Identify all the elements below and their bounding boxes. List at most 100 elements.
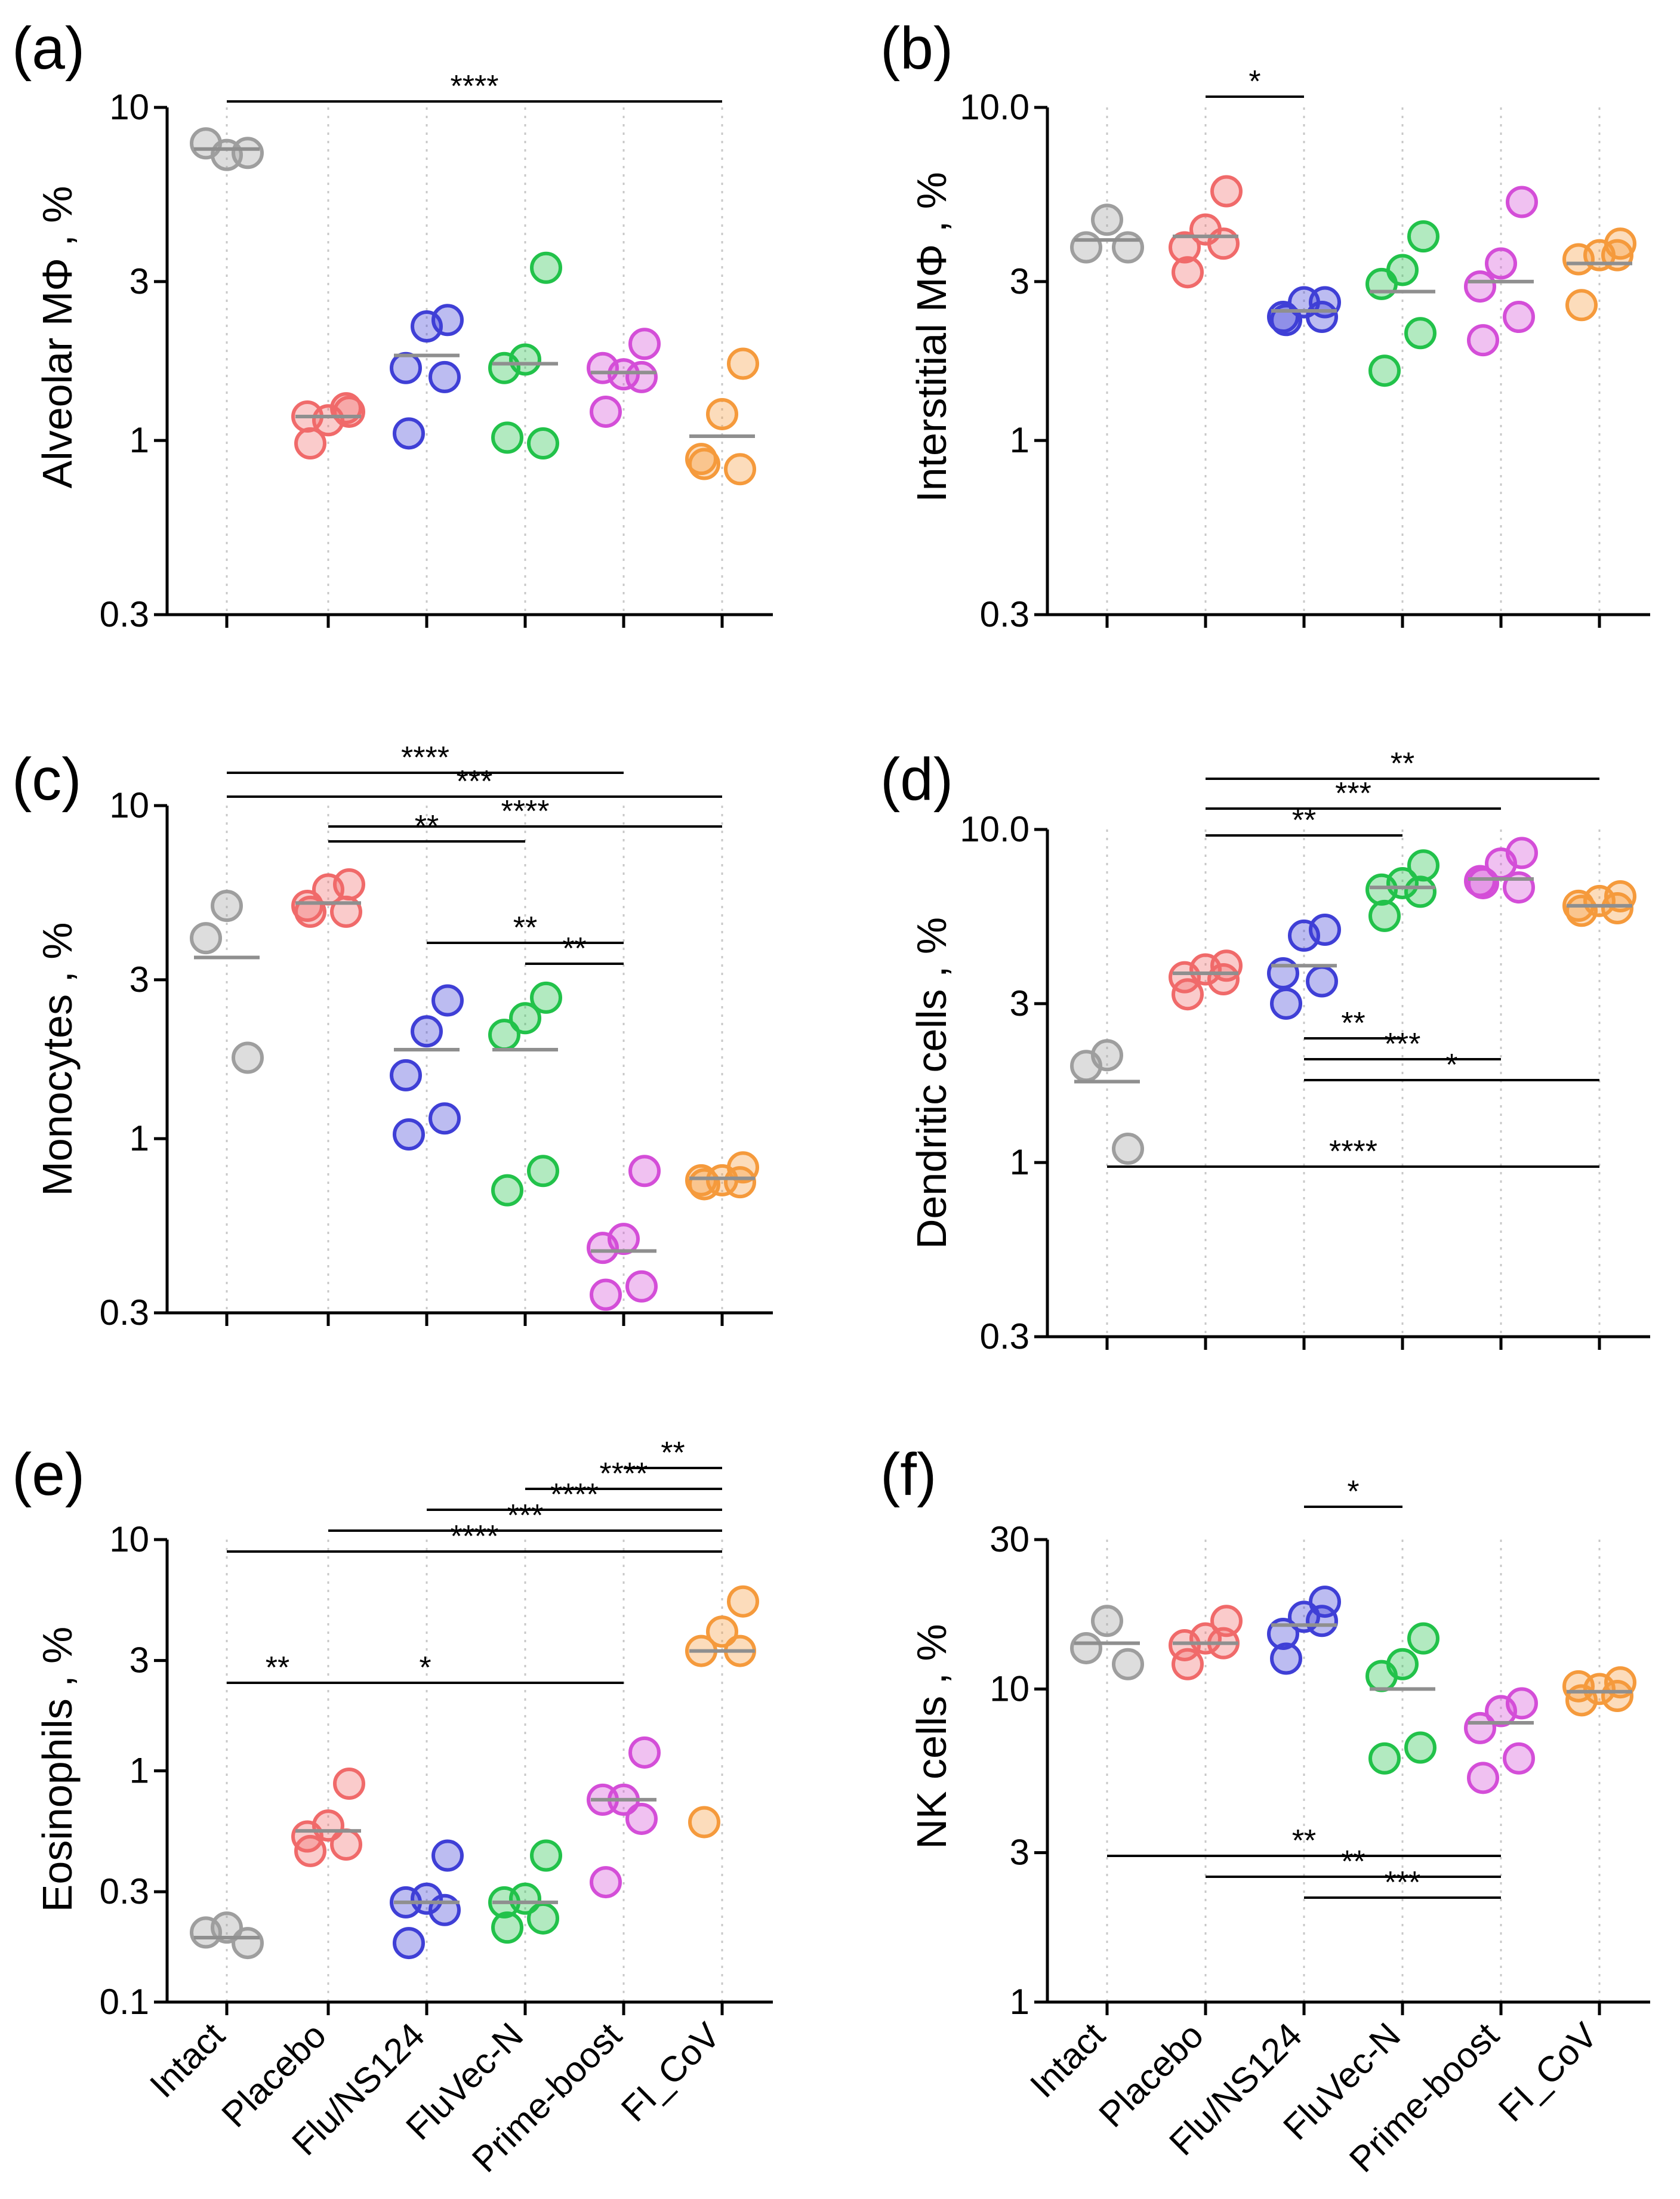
y-tick-label: 0.3 — [100, 1293, 149, 1333]
data-point — [1485, 1695, 1517, 1728]
significance-label: **** — [451, 1519, 499, 1554]
significance-label: ** — [266, 1651, 289, 1685]
y-axis-label: Monocytes , % — [34, 922, 81, 1196]
data-point — [527, 427, 559, 460]
data-point — [530, 1839, 562, 1872]
significance-label: ** — [1292, 1824, 1316, 1858]
y-axis-label: NK cells , % — [908, 1624, 955, 1849]
category-label: FI_CoV — [614, 2015, 728, 2129]
y-tick-label: 10.0 — [960, 809, 1029, 849]
data-point — [1464, 1711, 1496, 1744]
significance-label: * — [1249, 64, 1260, 99]
data-point — [1267, 957, 1299, 990]
data-point — [1210, 175, 1243, 208]
panel-a: (a) Alveolar MΦ , % 10 3 1 0.3 **** — [12, 15, 773, 634]
data-point — [232, 1041, 264, 1074]
data-point — [1506, 186, 1538, 218]
significance-label: **** — [1329, 1134, 1377, 1169]
data-point — [1467, 866, 1499, 899]
data-point — [1070, 1631, 1102, 1664]
data-point — [1368, 1742, 1401, 1775]
y-tick-label: 10 — [109, 87, 149, 127]
data-point — [628, 328, 661, 360]
data-point — [1112, 231, 1144, 264]
data-point — [727, 347, 759, 380]
significance-label: **** — [600, 1457, 648, 1491]
category-label: FI_CoV — [1491, 2015, 1605, 2129]
data-point — [1485, 247, 1517, 280]
data-point — [688, 1806, 720, 1839]
data-point — [1112, 1133, 1144, 1165]
data-point — [491, 421, 523, 454]
data-point — [1091, 203, 1123, 236]
y-tick-label: 3 — [1010, 261, 1029, 301]
panel-label: (d) — [880, 746, 953, 813]
data-point — [1368, 354, 1401, 387]
data-point — [232, 137, 264, 169]
data-point — [590, 1866, 622, 1899]
data-point — [1404, 317, 1437, 350]
data-point — [431, 1839, 464, 1872]
panel-b: (b) Interstitial MΦ , % 10.0 3 1 0.3 * — [880, 15, 1650, 634]
data-point — [393, 1118, 425, 1151]
data-point — [190, 1916, 222, 1949]
data-point — [625, 360, 658, 393]
y-tick-label: 1 — [1010, 420, 1029, 460]
data-point — [1112, 1648, 1144, 1680]
y-axis-label: Alveolar MΦ , % — [34, 186, 81, 488]
significance-label: ** — [513, 911, 537, 945]
data-point — [1404, 1731, 1437, 1764]
y-tick-label: 3 — [1010, 1833, 1029, 1873]
significance-label: ** — [562, 932, 586, 966]
data-point — [1368, 899, 1401, 932]
data-point — [724, 453, 756, 486]
significance-label: * — [419, 1651, 431, 1685]
category-label: Intact — [142, 2015, 232, 2105]
y-tick-label: 3 — [130, 1640, 149, 1680]
data-point — [190, 922, 222, 955]
y-axis-label: Interstitial MΦ , % — [908, 172, 955, 502]
data-point — [393, 1927, 425, 1960]
significance-label: ** — [1391, 747, 1414, 781]
data-point — [1565, 895, 1598, 927]
significance-label: * — [1347, 1475, 1359, 1509]
data-point — [488, 1019, 520, 1051]
y-tick-label: 10 — [989, 1668, 1029, 1708]
y-tick-label: 1 — [130, 420, 149, 460]
data-point — [1407, 220, 1439, 253]
y-tick-label: 0.1 — [100, 1982, 149, 2022]
data-point — [1306, 301, 1338, 334]
data-point — [211, 890, 243, 923]
data-point — [1464, 270, 1496, 303]
data-point — [527, 1902, 559, 1935]
significance-label: *** — [1385, 1027, 1421, 1062]
significance-label: ** — [1341, 1845, 1365, 1879]
y-tick-label: 0.3 — [100, 594, 149, 634]
data-point — [1172, 978, 1204, 1011]
significance-label: **** — [550, 1478, 599, 1512]
data-point — [1467, 1762, 1499, 1794]
significance-label: ** — [1292, 803, 1316, 838]
panel-c: (c) Monocytes , % 10310.3***************… — [12, 741, 773, 1333]
y-tick-label: 0.3 — [980, 1316, 1029, 1356]
data-point — [724, 1166, 756, 1199]
data-point — [1070, 231, 1102, 264]
data-point — [1601, 892, 1633, 925]
significance-label: **** — [401, 741, 449, 775]
data-point — [1207, 963, 1240, 996]
data-point — [429, 1102, 461, 1135]
y-tick-label: 0.3 — [100, 1871, 149, 1911]
data-point — [294, 427, 326, 460]
y-tick-label: 3 — [130, 960, 149, 1000]
panel-label: (b) — [880, 15, 953, 82]
data-point — [1503, 301, 1535, 334]
y-tick-label: 10 — [109, 1519, 149, 1559]
y-tick-label: 0.3 — [980, 594, 1029, 634]
data-point — [628, 1736, 661, 1769]
data-point — [429, 360, 461, 393]
data-point — [1365, 873, 1398, 906]
significance-label: *** — [1385, 1865, 1421, 1900]
data-point — [488, 351, 520, 384]
y-tick-label: 1 — [130, 1118, 149, 1158]
data-point — [706, 1615, 738, 1648]
